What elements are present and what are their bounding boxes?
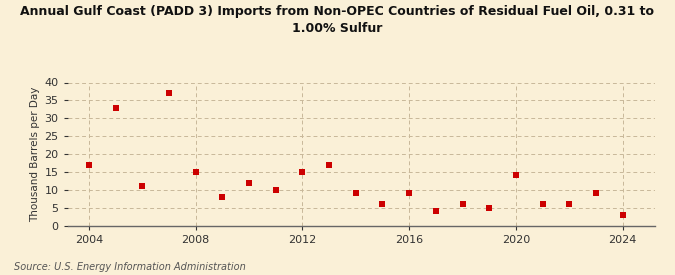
- Point: [537, 202, 548, 206]
- Text: Annual Gulf Coast (PADD 3) Imports from Non-OPEC Countries of Residual Fuel Oil,: Annual Gulf Coast (PADD 3) Imports from …: [20, 6, 655, 35]
- Point: [84, 163, 95, 167]
- Point: [297, 170, 308, 174]
- Point: [484, 205, 495, 210]
- Point: [217, 195, 227, 199]
- Point: [591, 191, 601, 196]
- Point: [324, 163, 335, 167]
- Point: [350, 191, 361, 196]
- Text: Source: U.S. Energy Information Administration: Source: U.S. Energy Information Administ…: [14, 262, 245, 272]
- Point: [564, 202, 574, 206]
- Point: [404, 191, 414, 196]
- Point: [244, 180, 254, 185]
- Point: [431, 209, 441, 213]
- Point: [377, 202, 388, 206]
- Y-axis label: Thousand Barrels per Day: Thousand Barrels per Day: [30, 86, 40, 222]
- Point: [270, 188, 281, 192]
- Point: [110, 105, 121, 110]
- Point: [163, 91, 174, 95]
- Point: [457, 202, 468, 206]
- Point: [510, 173, 521, 178]
- Point: [618, 213, 628, 217]
- Point: [137, 184, 148, 188]
- Point: [190, 170, 201, 174]
